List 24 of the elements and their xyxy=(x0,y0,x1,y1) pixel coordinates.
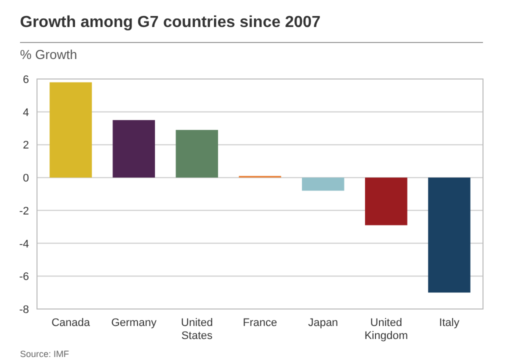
x-tick-label: Italy xyxy=(439,317,460,329)
bar xyxy=(302,178,344,191)
x-tick-label: Canada xyxy=(51,317,91,329)
bar xyxy=(50,82,92,178)
y-tick-label: 6 xyxy=(22,74,29,86)
x-tick-label: Germany xyxy=(111,317,157,329)
y-tick-label: 0 xyxy=(22,172,29,185)
y-tick-label: -6 xyxy=(19,271,29,284)
y-tick-label: -8 xyxy=(19,304,29,316)
y-tick-label: -2 xyxy=(19,205,29,218)
y-tick-label: 4 xyxy=(22,106,29,119)
y-tick-label: -4 xyxy=(19,238,29,250)
chart-title: Growth among G7 countries since 2007 xyxy=(20,14,321,31)
y-tick-label: 2 xyxy=(22,140,29,152)
bar xyxy=(176,130,218,178)
x-tick-label: United States xyxy=(181,317,214,342)
x-tick-label: United Kingdom xyxy=(364,317,408,342)
x-tick-label: France xyxy=(242,317,278,329)
source-note: Source: IMF xyxy=(20,349,70,359)
y-axis-title: % Growth xyxy=(20,47,78,62)
bar xyxy=(428,178,470,293)
x-tick-label: Japan xyxy=(308,317,338,329)
bar xyxy=(365,178,408,226)
bar xyxy=(112,120,155,178)
